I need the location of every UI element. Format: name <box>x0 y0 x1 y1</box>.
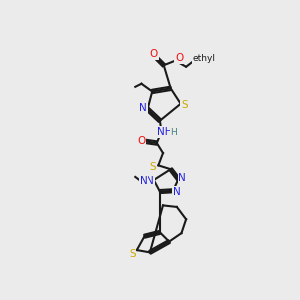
Text: S: S <box>181 100 188 110</box>
Text: N: N <box>139 103 147 113</box>
Text: ethyl: ethyl <box>192 54 215 63</box>
Text: H: H <box>170 128 177 137</box>
Text: O: O <box>137 136 146 146</box>
Text: N: N <box>146 176 154 186</box>
Text: N: N <box>173 187 181 196</box>
Text: N: N <box>178 173 186 184</box>
Text: S: S <box>150 162 156 172</box>
Text: S: S <box>129 249 136 259</box>
Text: O: O <box>150 50 158 59</box>
Text: O: O <box>175 53 183 63</box>
Text: N: N <box>140 176 148 186</box>
Text: NH: NH <box>157 127 172 137</box>
